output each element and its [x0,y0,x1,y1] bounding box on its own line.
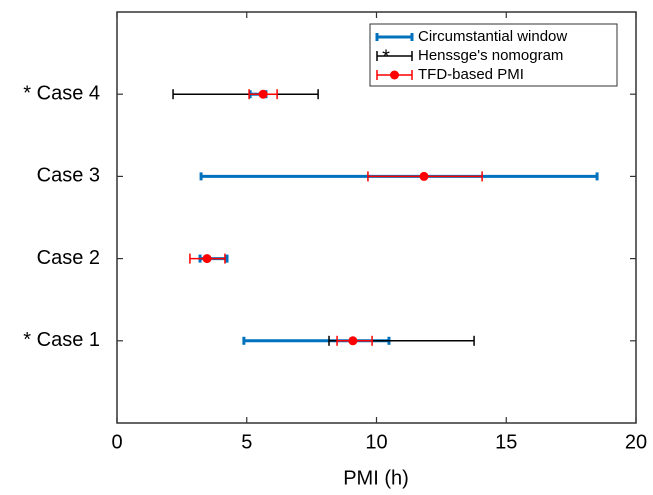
y-tick-label: Case 2 [37,247,100,269]
point [258,89,268,99]
x-tick-label: 20 [625,431,647,453]
error-bar [376,51,413,61]
x-tick-label: 5 [241,431,252,453]
x-tick-label: 10 [365,431,387,453]
point [419,171,429,181]
y-tick-label: * Case 4 [23,82,100,104]
legend-label: Circumstantial window [418,28,567,45]
x-tick-label: 0 [111,431,122,453]
point [202,254,212,264]
y-tick-label: Case 3 [37,165,100,187]
y-tick-label: * Case 1 [23,329,100,351]
error-bar [375,33,414,41]
legend-label: TFD-based PMI [418,66,524,83]
legend-asterisk: * [382,46,390,68]
point [348,336,358,346]
x-axis-label: PMI (h) [343,467,409,489]
legend-label: Henssge's nomogram [418,47,563,64]
legend-point [390,70,399,80]
error-bar [172,89,319,100]
x-tick-label: 15 [495,431,517,453]
